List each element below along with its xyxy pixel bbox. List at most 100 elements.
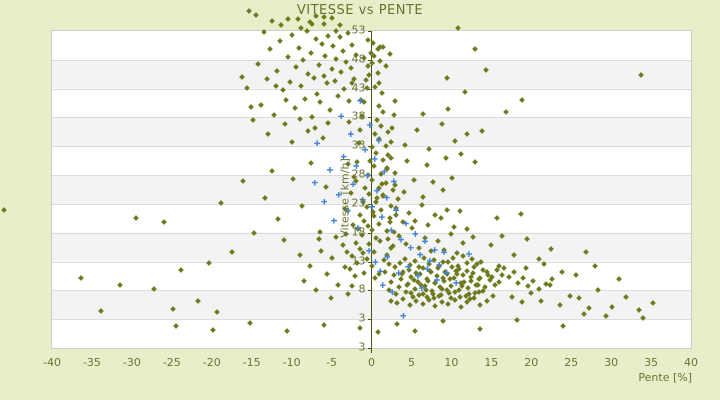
data-point-olive <box>320 322 327 328</box>
data-point-olive <box>97 308 104 314</box>
data-point-olive <box>377 238 384 245</box>
data-point-olive <box>287 79 293 86</box>
data-point-olive <box>178 267 185 274</box>
x-axis-tick-label: -10 <box>282 356 301 369</box>
data-point-olive <box>380 157 387 163</box>
data-point-olive <box>428 248 435 254</box>
data-point-olive <box>299 57 306 64</box>
data-point-olive <box>514 317 520 324</box>
data-point-olive <box>387 138 394 145</box>
data-point-olive <box>311 124 318 131</box>
data-point-blue <box>426 257 433 264</box>
data-point-olive <box>210 326 217 333</box>
data-point-olive <box>595 287 602 294</box>
data-point-olive <box>401 189 408 196</box>
data-point-olive <box>384 165 391 172</box>
data-point-olive <box>240 178 246 185</box>
data-point-blue <box>374 187 381 194</box>
data-point-olive <box>289 32 296 38</box>
data-point-blue <box>436 262 443 268</box>
data-point-olive <box>427 269 434 276</box>
data-point-olive <box>387 214 393 221</box>
data-point-olive <box>457 208 463 215</box>
data-point-olive <box>255 61 261 67</box>
data-point-blue <box>357 97 364 104</box>
data-point-olive <box>423 161 430 168</box>
data-point-olive <box>307 262 313 269</box>
data-point-olive <box>418 202 425 208</box>
data-point-olive <box>299 203 305 210</box>
data-point-olive <box>523 265 530 272</box>
data-point-olive <box>403 240 409 247</box>
data-point-olive <box>274 68 281 75</box>
data-point-olive <box>503 109 510 116</box>
data-point-olive <box>288 138 295 145</box>
data-point-olive <box>447 231 454 238</box>
data-point-olive <box>369 144 376 150</box>
y-axis-tick-label: 28 <box>351 167 366 181</box>
data-point-olive <box>399 219 406 226</box>
data-point-olive <box>560 322 567 329</box>
data-point-olive <box>470 233 476 240</box>
data-point-blue <box>443 269 450 276</box>
data-point-olive <box>530 278 536 284</box>
data-point-olive <box>315 62 322 68</box>
data-point-olive <box>265 130 272 137</box>
data-point-olive <box>319 135 326 142</box>
data-point-olive <box>324 120 331 127</box>
data-point-olive <box>320 73 327 79</box>
axis-tick <box>367 319 372 321</box>
data-point-olive <box>419 111 426 117</box>
data-point-olive <box>356 126 363 133</box>
data-point-blue <box>384 253 391 260</box>
y-axis-tick-label: 3 <box>358 340 366 354</box>
axis-tick <box>367 88 372 90</box>
data-point-blue <box>359 196 366 203</box>
data-point-olive <box>375 70 381 76</box>
data-point-blue <box>453 279 460 286</box>
x-axis-tick-label: 25 <box>564 356 579 369</box>
data-point-olive <box>244 85 250 91</box>
data-point-olive <box>368 263 375 269</box>
data-point-olive <box>373 149 380 156</box>
data-point-olive <box>375 329 381 336</box>
data-point-olive <box>361 270 368 276</box>
data-point-olive <box>267 46 273 53</box>
data-point-olive <box>537 297 544 304</box>
data-point-olive <box>448 282 455 289</box>
data-point-olive <box>403 282 410 289</box>
data-point-blue <box>465 251 472 258</box>
plot-area: -40 -35 -30 -25 -20 -15 -10 -5 0 5 10 15 20 25 30 35 40 <box>1 8 698 369</box>
data-point-olive <box>380 108 387 115</box>
data-point-olive <box>609 303 615 310</box>
data-point-olive <box>318 248 325 254</box>
x-axis-tick-label: -25 <box>162 356 181 369</box>
data-point-olive <box>494 214 500 221</box>
data-point-olive <box>275 216 281 223</box>
data-point-olive <box>510 269 517 275</box>
data-point-olive <box>395 284 402 290</box>
data-point-olive <box>283 328 290 335</box>
data-point-olive <box>283 97 289 103</box>
data-point-blue <box>314 140 321 147</box>
data-point-olive <box>323 183 329 190</box>
data-point-olive <box>392 98 399 105</box>
axis-tick <box>367 348 372 349</box>
data-point-olive <box>410 177 417 184</box>
data-point-olive <box>515 280 522 287</box>
data-point-olive <box>406 302 413 309</box>
data-point-olive <box>525 283 531 290</box>
data-point-blue <box>390 178 397 185</box>
data-point-olive <box>370 39 376 46</box>
data-point-blue <box>350 181 357 188</box>
y-axis-tick-label: 13 <box>351 254 366 268</box>
data-point-olive <box>247 319 253 326</box>
data-point-olive <box>315 236 322 242</box>
data-point-blue <box>398 236 405 243</box>
x-axis-tick-label: 15 <box>484 356 499 369</box>
data-point-olive <box>483 297 490 304</box>
chart-title: VITESSE vs PENTE <box>296 3 424 18</box>
data-point-olive <box>260 29 267 35</box>
data-point-olive <box>169 306 176 313</box>
